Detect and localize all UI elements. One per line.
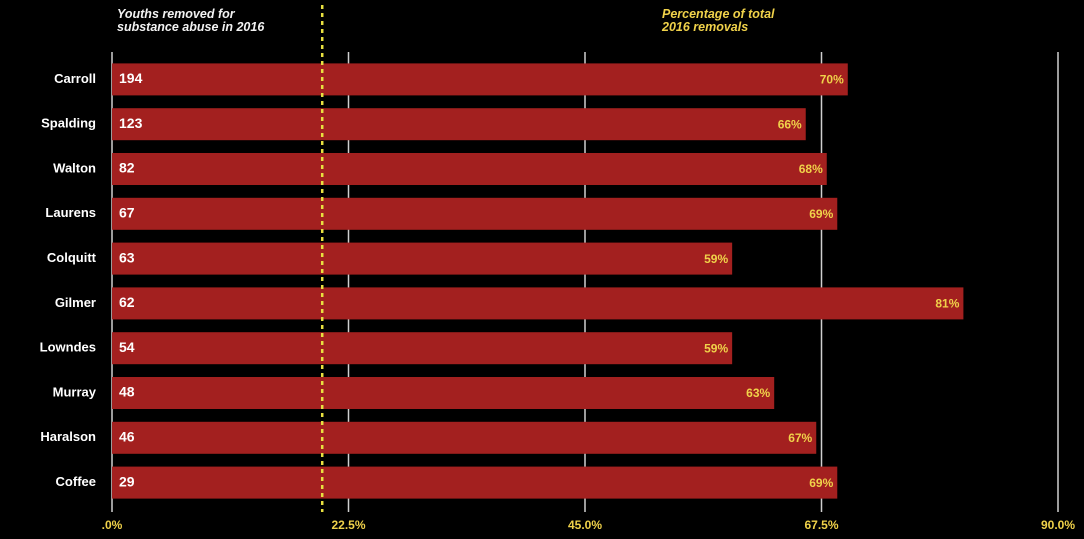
bar — [112, 421, 817, 454]
bar — [112, 332, 733, 365]
value-label: 59% — [704, 341, 728, 355]
count-label: 29 — [119, 473, 135, 489]
x-tick-label: .0% — [102, 518, 123, 532]
value-label: 68% — [799, 162, 823, 176]
value-label: 66% — [778, 117, 802, 131]
value-label: 63% — [746, 386, 770, 400]
category-label: Haralson — [40, 429, 96, 444]
x-tick-label: 22.5% — [331, 518, 365, 532]
count-label: 54 — [119, 339, 135, 355]
value-label: 67% — [788, 431, 812, 445]
bar — [112, 108, 806, 141]
count-header: Youths removed for substance abuse in 20… — [117, 7, 265, 34]
count-label: 67 — [119, 205, 135, 221]
count-label: 48 — [119, 384, 135, 400]
category-label: Lowndes — [40, 340, 96, 355]
value-header: Percentage of total 2016 removals — [662, 7, 775, 34]
value-label: 70% — [820, 73, 844, 87]
bar — [112, 466, 838, 499]
count-label: 62 — [119, 294, 135, 310]
count-label: 82 — [119, 160, 135, 176]
bar — [112, 197, 838, 230]
category-label: Laurens — [45, 205, 96, 220]
bar — [112, 287, 964, 320]
count-label: 46 — [119, 429, 135, 445]
value-label: 69% — [809, 476, 833, 490]
category-label: Walton — [53, 160, 96, 175]
value-label: 69% — [809, 207, 833, 221]
x-tick-label: 67.5% — [804, 518, 838, 532]
count-label: 123 — [119, 115, 143, 131]
x-tick-label: 90.0% — [1041, 518, 1075, 532]
category-label: Spalding — [41, 116, 96, 131]
category-label: Gilmer — [55, 295, 96, 310]
bar — [112, 242, 733, 275]
category-label: Colquitt — [47, 250, 97, 265]
category-label: Carroll — [54, 71, 96, 86]
bar — [112, 63, 848, 96]
value-label: 59% — [704, 252, 728, 266]
bar — [112, 153, 827, 185]
x-tick-label: 45.0% — [568, 518, 602, 532]
bar — [112, 377, 775, 409]
count-label: 63 — [119, 249, 135, 265]
count-label: 194 — [119, 70, 143, 86]
category-label: Murray — [53, 384, 97, 399]
value-label: 81% — [935, 297, 959, 311]
category-label: Coffee — [56, 474, 96, 489]
